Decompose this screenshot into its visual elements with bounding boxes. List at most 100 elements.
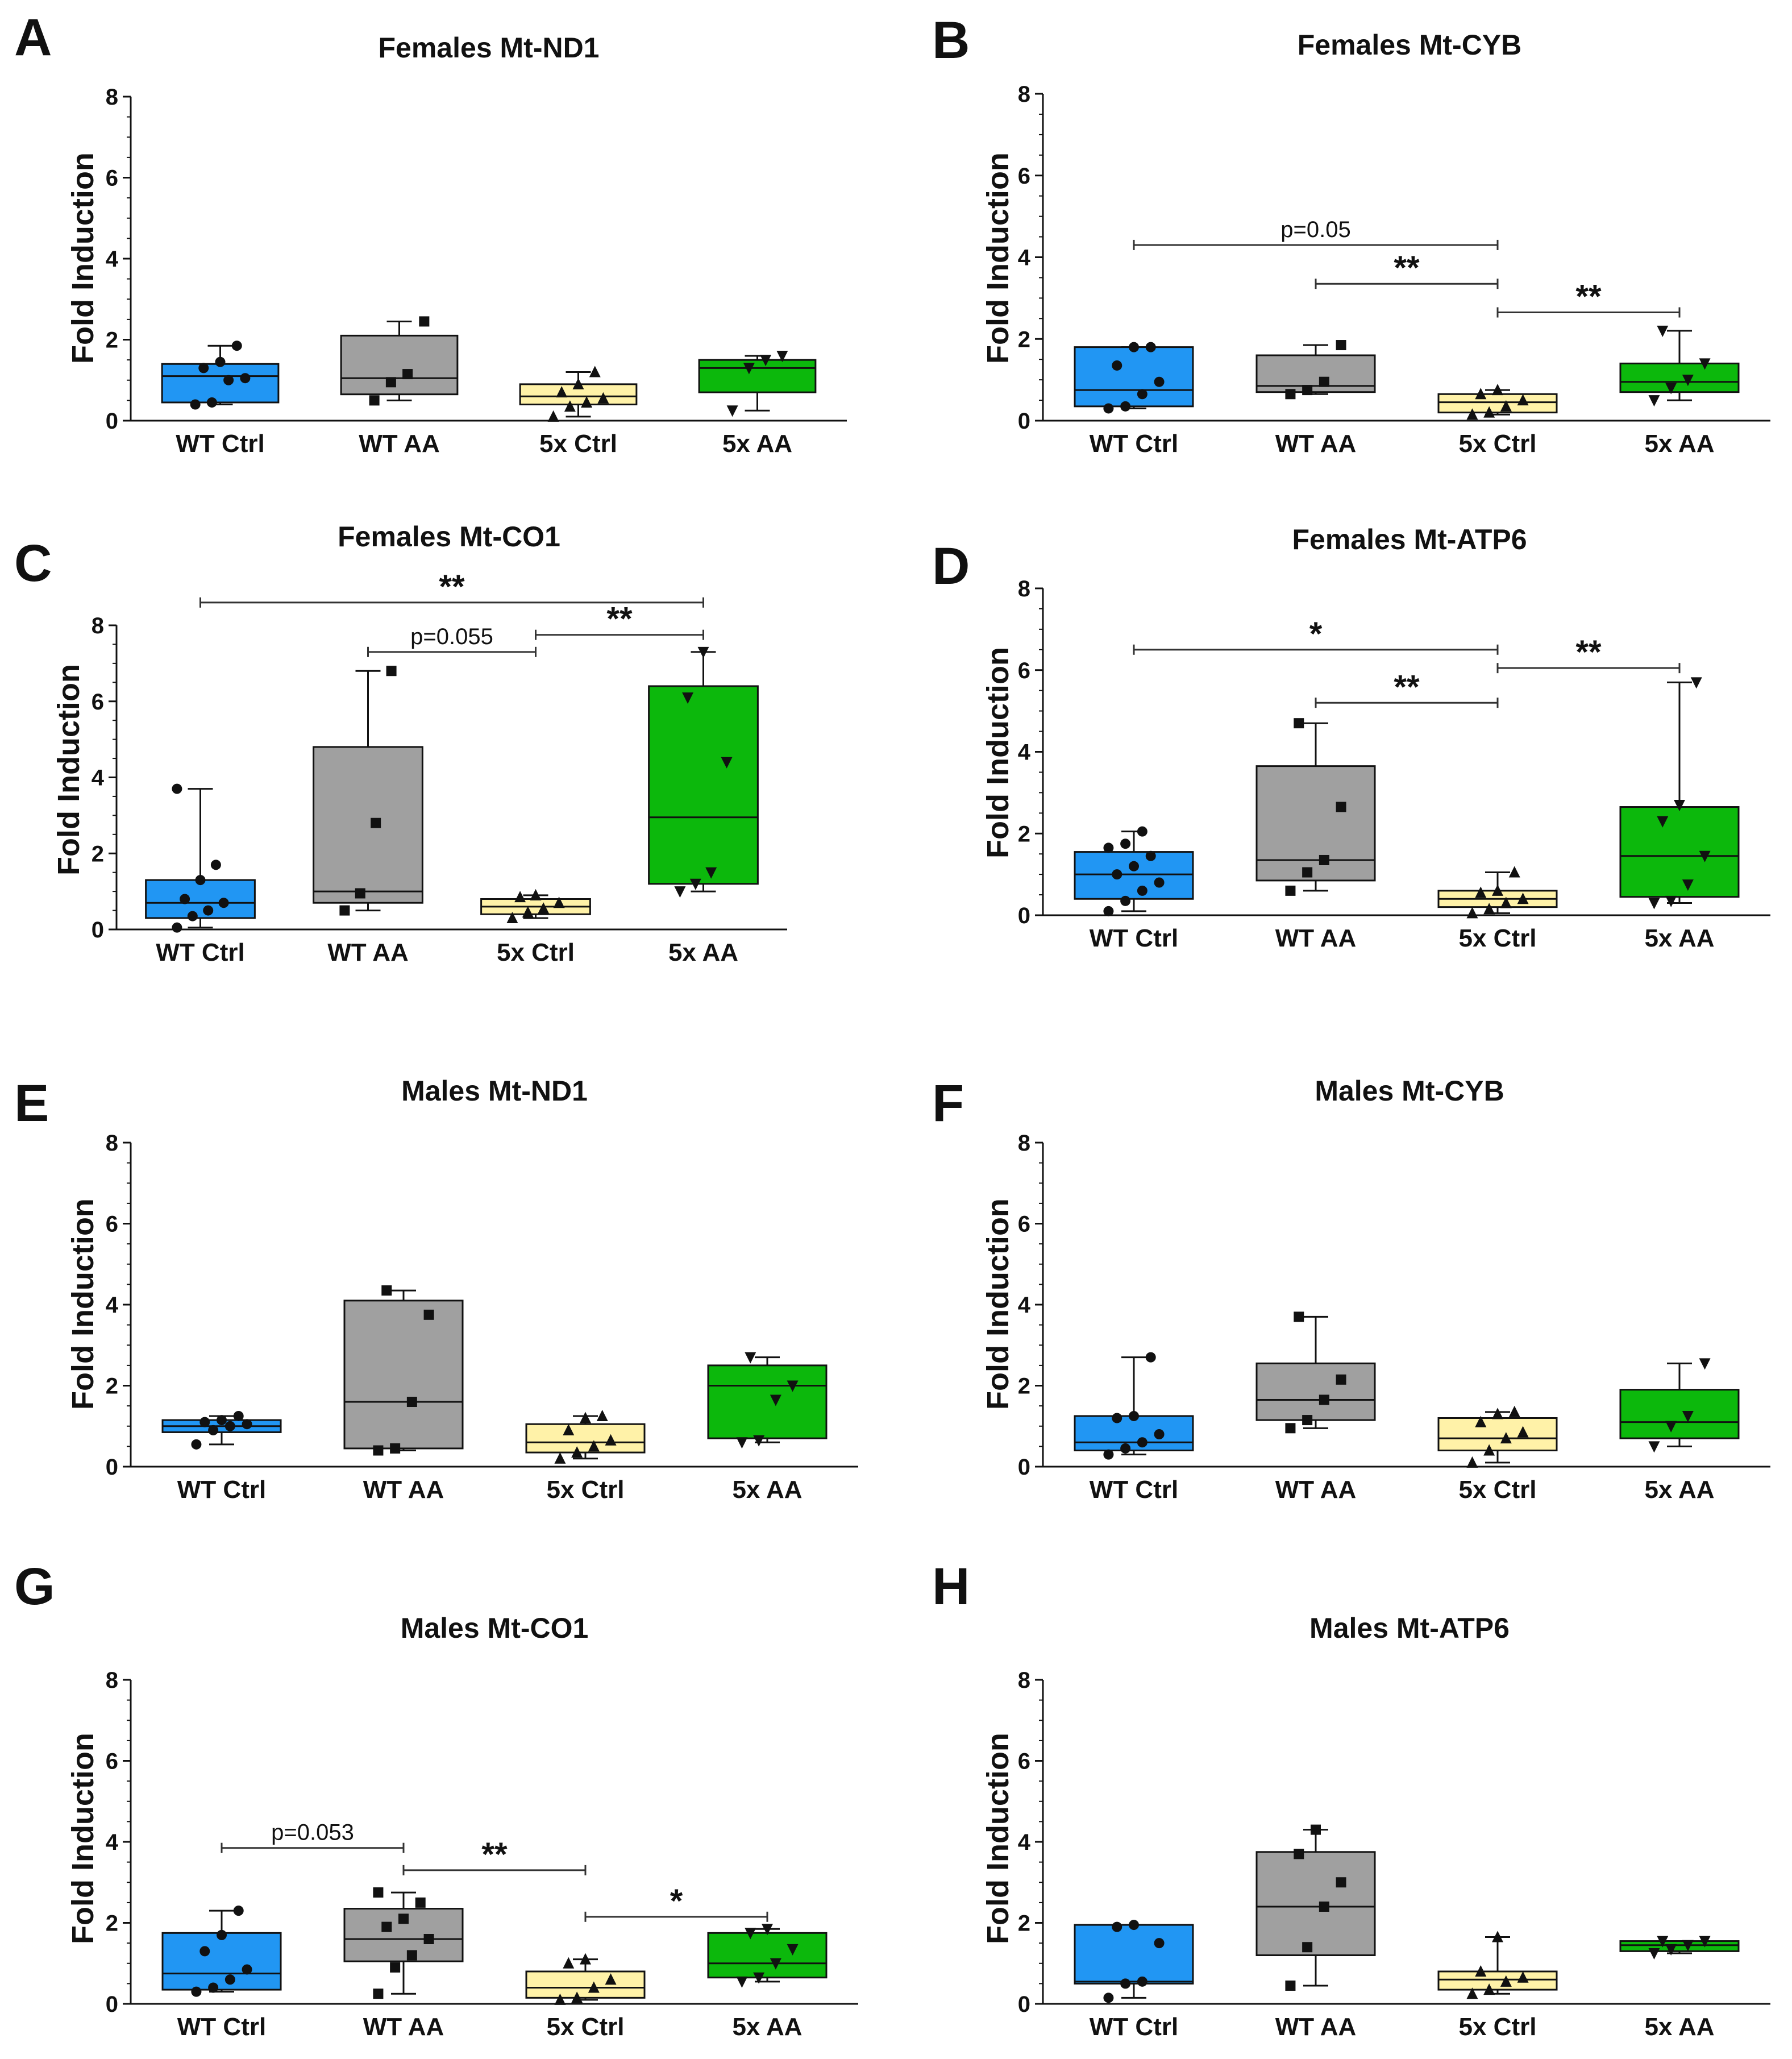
data-point bbox=[1517, 892, 1529, 904]
data-point bbox=[726, 405, 738, 417]
x-tick-label: 5x Ctrl bbox=[1459, 430, 1537, 458]
data-point bbox=[210, 860, 221, 870]
data-point bbox=[1466, 408, 1478, 420]
data-point bbox=[1129, 1410, 1139, 1421]
data-point bbox=[1154, 877, 1165, 888]
data-point bbox=[233, 1410, 244, 1421]
y-tick-label: 0 bbox=[1018, 409, 1030, 434]
data-point bbox=[172, 922, 182, 933]
data-point bbox=[1336, 802, 1346, 812]
significance-stars: ** bbox=[606, 601, 633, 638]
data-point bbox=[1145, 850, 1156, 861]
significance-bracket: p=0.05 bbox=[1133, 217, 1499, 250]
x-tick-label: WT Ctrl bbox=[176, 430, 264, 458]
y-tick-label: 8 bbox=[1018, 576, 1030, 601]
data-point bbox=[1112, 1921, 1122, 1932]
data-point bbox=[571, 1991, 583, 2003]
data-point bbox=[530, 889, 542, 900]
data-point bbox=[597, 392, 609, 404]
panel-letter-b: B bbox=[932, 11, 970, 69]
x-tick-label: WT AA bbox=[359, 430, 440, 458]
y-tick-label: 4 bbox=[92, 766, 105, 791]
data-point bbox=[697, 646, 709, 658]
data-point bbox=[1466, 1456, 1478, 1468]
data-point bbox=[191, 1986, 202, 1997]
data-point bbox=[233, 1906, 244, 1916]
box-5x-aa bbox=[1619, 1358, 1740, 1453]
significance-stars: ** bbox=[1575, 634, 1602, 671]
data-point bbox=[1319, 376, 1329, 387]
data-point bbox=[1517, 394, 1529, 406]
iqr-box bbox=[1074, 1924, 1194, 1985]
data-point bbox=[190, 399, 201, 410]
data-point bbox=[385, 377, 396, 388]
x-tick-label: WT Ctrl bbox=[1090, 1476, 1178, 1504]
data-point bbox=[1319, 1902, 1329, 1912]
y-tick-label: 6 bbox=[1018, 1749, 1030, 1774]
data-point bbox=[1475, 1415, 1487, 1427]
x-tick-label: WT Ctrl bbox=[1090, 430, 1178, 458]
data-point bbox=[580, 1953, 591, 1965]
data-point bbox=[198, 363, 209, 373]
box-wt-aa bbox=[1255, 718, 1376, 896]
significance-bracket: ** bbox=[199, 568, 704, 608]
significance-stars: * bbox=[670, 1883, 683, 1920]
data-point bbox=[1154, 1429, 1165, 1439]
data-point bbox=[743, 363, 755, 375]
data-point bbox=[1137, 1976, 1147, 1987]
data-point bbox=[787, 1380, 799, 1392]
data-point bbox=[1103, 1449, 1114, 1460]
panel-title-g: Males Mt-CO1 bbox=[400, 1612, 589, 1644]
box-5x-aa bbox=[707, 1924, 828, 1988]
data-point bbox=[240, 373, 251, 384]
y-tick-label: 0 bbox=[1018, 1455, 1030, 1480]
data-point bbox=[1682, 879, 1694, 891]
data-point bbox=[1154, 376, 1165, 387]
y-tick-label: 8 bbox=[1018, 82, 1030, 107]
data-point bbox=[1302, 1415, 1313, 1426]
y-tick-label: 8 bbox=[106, 85, 118, 110]
data-point bbox=[1103, 403, 1114, 414]
data-point bbox=[381, 1921, 392, 1932]
data-point bbox=[588, 1981, 600, 1993]
data-point bbox=[1690, 677, 1702, 689]
data-point bbox=[390, 1962, 401, 1973]
data-point bbox=[1120, 838, 1131, 849]
data-point bbox=[553, 896, 565, 908]
y-tick-label: 2 bbox=[1018, 1374, 1030, 1399]
data-point bbox=[554, 1993, 566, 2005]
iqr-box bbox=[1074, 346, 1194, 408]
x-tick-label: 5x AA bbox=[1644, 430, 1714, 458]
x-tick-label: 5x AA bbox=[668, 939, 738, 966]
y-tick-label: 0 bbox=[106, 409, 118, 434]
panel-letter-g: G bbox=[14, 1558, 55, 1616]
data-point bbox=[1103, 906, 1114, 916]
x-tick-label: 5x AA bbox=[722, 430, 792, 458]
box-5x-ctrl bbox=[525, 1409, 646, 1464]
box-wt-ctrl bbox=[161, 341, 280, 410]
iqr-box bbox=[1255, 1362, 1376, 1421]
data-point bbox=[1120, 1978, 1131, 1989]
y-tick-label: 2 bbox=[1018, 821, 1030, 846]
data-point bbox=[753, 1435, 765, 1447]
y-tick-label: 6 bbox=[1018, 164, 1030, 189]
data-point bbox=[1682, 1940, 1694, 1952]
y-tick-label: 8 bbox=[1018, 1131, 1030, 1156]
data-point bbox=[386, 666, 397, 676]
data-point bbox=[339, 905, 350, 916]
data-point bbox=[563, 1423, 575, 1435]
iqr-box bbox=[698, 359, 817, 393]
box-5x-aa bbox=[1619, 1936, 1740, 1960]
data-point bbox=[554, 1452, 566, 1464]
data-point bbox=[770, 1958, 781, 1970]
data-point bbox=[1657, 816, 1669, 828]
x-tick-label: 5x Ctrl bbox=[497, 939, 575, 966]
y-tick-label: 4 bbox=[106, 1830, 119, 1855]
panel-title-h: Males Mt-ATP6 bbox=[1309, 1612, 1510, 1644]
